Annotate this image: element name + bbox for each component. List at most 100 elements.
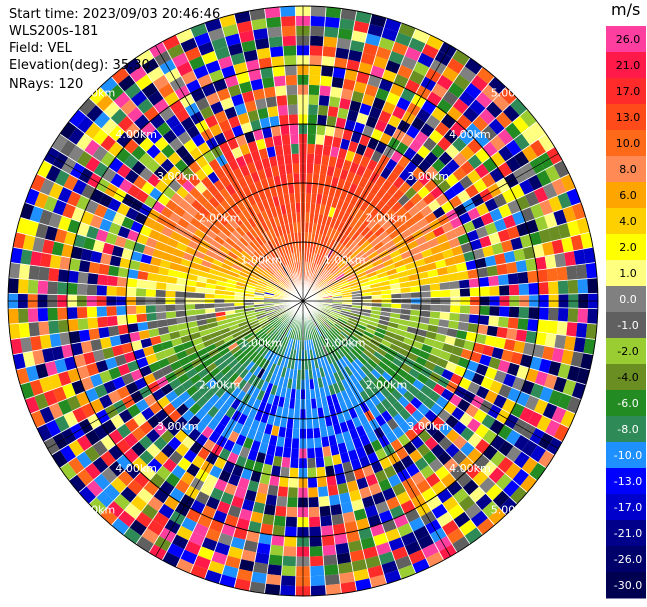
range-gate: [255, 312, 266, 318]
range-gate: [224, 555, 242, 569]
range-gate: [335, 391, 345, 403]
range-gate: [275, 288, 286, 294]
range-gate: [455, 261, 468, 273]
range-gate: [346, 480, 359, 493]
range-gate: [219, 414, 232, 427]
range-gate: [191, 337, 204, 347]
range-gate: [221, 331, 232, 340]
range-gate: [115, 438, 132, 455]
range-gate: [354, 10, 372, 24]
range-gate: [394, 555, 413, 570]
ray-separator: [302, 300, 312, 596]
range-gate: [255, 355, 265, 366]
range-gate: [137, 321, 149, 332]
range-gate: [34, 392, 49, 411]
ray-separator: [302, 300, 445, 561]
range-gate: [446, 57, 465, 75]
range-gate: [145, 288, 156, 298]
range-gate: [277, 426, 287, 438]
range-gate: [39, 209, 53, 226]
range-gate: [308, 506, 320, 518]
range-gate: [323, 554, 338, 566]
range-gate: [322, 322, 331, 331]
range-gate: [340, 581, 357, 594]
range-gate: [259, 67, 274, 79]
range-gate: [529, 356, 543, 371]
range-gate: [354, 358, 364, 369]
range-gate: [269, 250, 278, 261]
ray-separator: [302, 97, 518, 302]
radar-ray: [12, 301, 303, 370]
range-gate: [219, 245, 231, 255]
range-gate: [328, 384, 336, 396]
range-gate: [489, 285, 500, 297]
range-gate: [100, 151, 116, 168]
ray-separator: [10, 262, 304, 302]
ray-separator: [51, 146, 304, 302]
range-gate: [495, 111, 513, 129]
range-gate: [318, 312, 328, 319]
colorbar-swatch: [606, 364, 646, 391]
range-gate: [207, 405, 220, 419]
range-gate: [492, 490, 510, 508]
range-gate: [210, 239, 222, 250]
range-gate: [305, 399, 312, 410]
range-gate: [150, 335, 162, 346]
colorbar-tick-label: 4.0: [619, 215, 637, 228]
range-gate: [220, 65, 236, 79]
range-gate: [235, 352, 246, 362]
range-gate: [262, 271, 272, 279]
range-gate: [185, 303, 196, 311]
range-gate: [199, 482, 215, 497]
range-gate: [225, 406, 237, 419]
range-gate: [270, 317, 280, 325]
range-gate: [269, 228, 277, 239]
range-gate: [386, 171, 399, 184]
range-gate: [286, 243, 292, 254]
range-gate: [463, 340, 476, 352]
range-gate: [181, 409, 195, 423]
range-gate: [235, 226, 246, 237]
range-gate: [265, 310, 276, 317]
range-gate: [220, 523, 236, 537]
range-gate: [479, 354, 492, 367]
range-gate: [210, 352, 222, 363]
range-gate: [175, 185, 189, 199]
range-gate: [218, 119, 232, 133]
range-gate: [513, 434, 530, 452]
range-gate: [315, 315, 324, 324]
range-gate: [410, 291, 421, 299]
range-gate: [338, 246, 348, 257]
range-gate: [165, 199, 179, 212]
range-gate: [258, 260, 268, 270]
range-gate: [129, 519, 148, 537]
range-gate: [358, 103, 372, 116]
range-gate: [165, 311, 177, 319]
range-gate: [369, 394, 381, 407]
range-gate: [190, 499, 206, 515]
range-gate: [416, 372, 429, 385]
range-gate: [153, 488, 170, 504]
ray-separator: [218, 18, 304, 302]
range-gate: [135, 536, 155, 553]
range-gate: [533, 186, 549, 204]
range-gate: [539, 199, 554, 216]
range-gate: [484, 221, 498, 236]
range-gate: [127, 268, 139, 280]
range-gate: [327, 278, 337, 286]
range-gate: [425, 34, 444, 51]
range-gate: [322, 355, 330, 366]
range-gate: [325, 275, 335, 284]
range-gate: [230, 192, 242, 204]
range-gate: [309, 329, 315, 340]
range-gate: [500, 239, 514, 253]
range-gate: [339, 451, 351, 464]
range-gate: [387, 114, 402, 129]
range-gate: [279, 324, 287, 334]
range-gate: [202, 234, 214, 245]
range-gate: [248, 256, 259, 266]
range-gate: [306, 143, 316, 154]
range-gate: [491, 242, 504, 256]
range-gate: [195, 96, 210, 111]
range-gate: [273, 354, 281, 365]
